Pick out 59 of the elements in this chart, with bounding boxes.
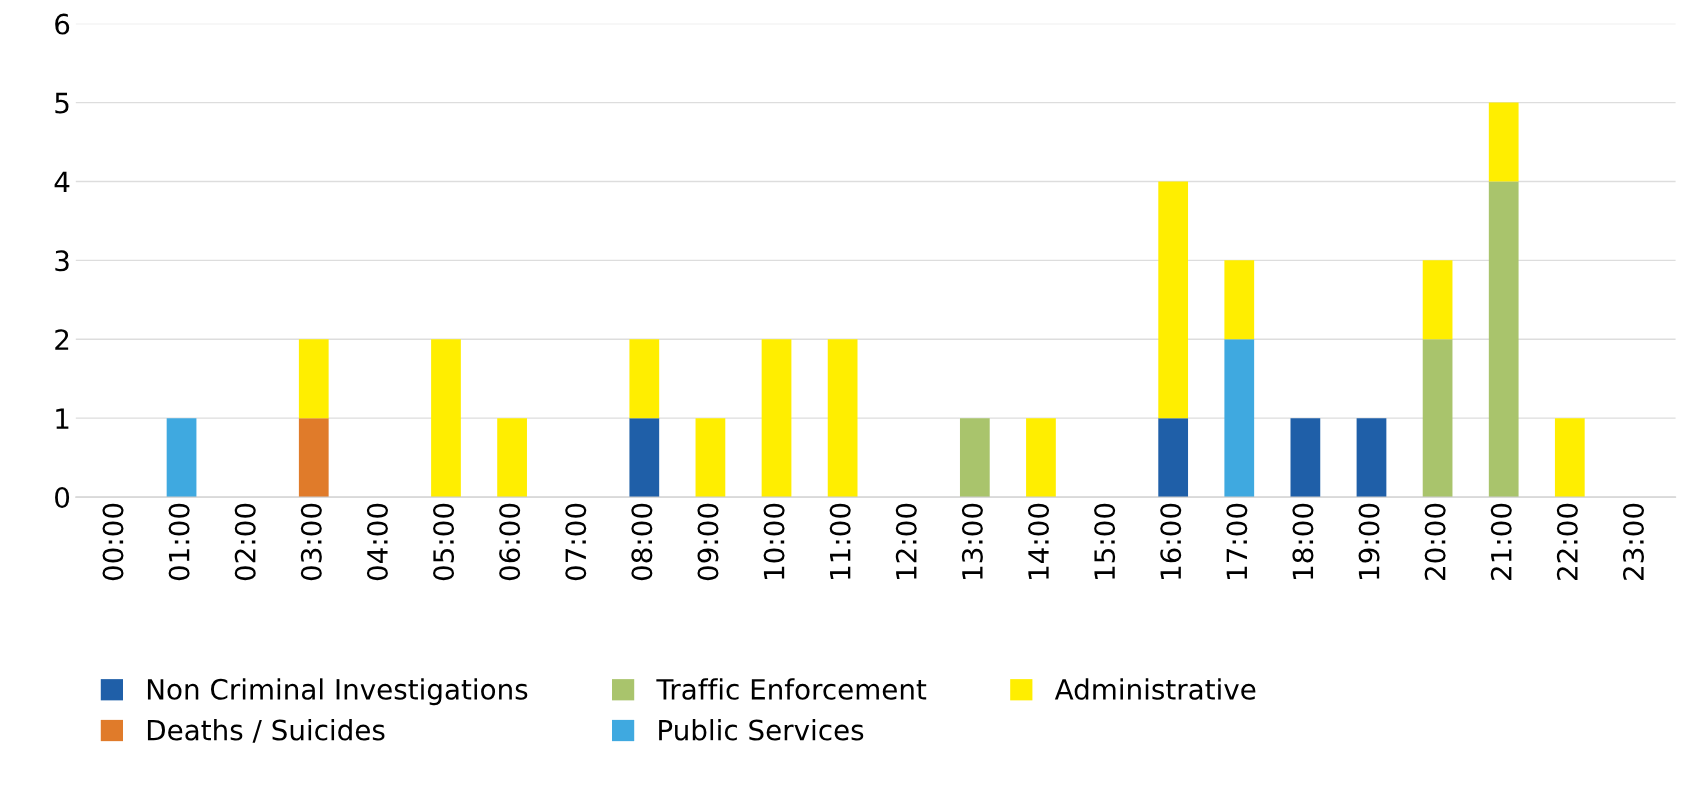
x-tick-label: 13:00 [961,503,983,579]
bar [695,418,726,498]
y-tick-label: 5 [55,92,69,114]
bar [1224,339,1255,498]
x-tick-label: 16:00 [1160,503,1182,579]
x-tick-label: 01:00 [168,503,190,581]
bar [431,339,461,498]
x-tick-label: 12:00 [895,503,917,579]
bar [1356,418,1387,498]
x-tick-label: 20:00 [1424,503,1446,580]
x-tick-label: 22:00 [1556,503,1578,580]
bar [761,339,792,498]
x-tick-label: 03:00 [300,503,322,581]
legend-label: Administrative [1054,678,1256,700]
bar [1554,418,1585,498]
bar [298,339,329,419]
y-tick-label: 4 [54,171,70,193]
y-tick-label: 0 [55,487,70,509]
bar [1422,339,1453,498]
bar [166,418,197,498]
x-tick-label: 15:00 [1094,503,1116,579]
y-tick-label: 2 [55,329,69,350]
bar [1488,181,1519,498]
bar [1488,102,1519,182]
x-tick-label: 11:00 [829,503,851,579]
bar [629,339,660,419]
x-tick-label: 10:00 [763,503,785,579]
bar [629,418,660,498]
y-tick-label: 6 [55,13,70,35]
bar [1158,418,1189,498]
y-tick-label: 1 [56,408,69,429]
y-tick-label: 3 [55,250,69,272]
bar [1422,260,1453,340]
bar [827,339,858,498]
x-tick-label: 19:00 [1358,503,1380,579]
x-tick-label: 14:00 [1028,503,1050,579]
legend-label: Deaths / Suicides [147,719,385,743]
bar [1290,418,1321,498]
x-tick-label: 06:00 [499,503,521,581]
x-tick-label: 04:00 [366,503,388,581]
bar [1158,181,1189,419]
x-tick-label: 21:00 [1490,503,1512,580]
bar [1026,418,1056,498]
bar [497,418,527,498]
bar [298,418,329,498]
legend-label: Non Criminal Investigations [147,678,528,706]
x-tick-label: 07:00 [565,503,587,581]
x-tick-label: 00:00 [102,503,124,581]
bar [959,418,990,498]
x-tick-label: 08:00 [631,503,653,581]
legend-label: Public Services [659,719,864,741]
bar [1224,260,1255,340]
x-tick-label: 05:00 [433,503,455,581]
x-tick-label: 02:00 [234,503,256,581]
x-tick-label: 18:00 [1292,503,1314,579]
x-tick-label: 17:00 [1226,503,1248,579]
legend-label: Traffic Enforcement [656,678,927,700]
x-tick-label: 23:00 [1622,503,1644,580]
x-tick-label: 09:00 [697,503,719,581]
